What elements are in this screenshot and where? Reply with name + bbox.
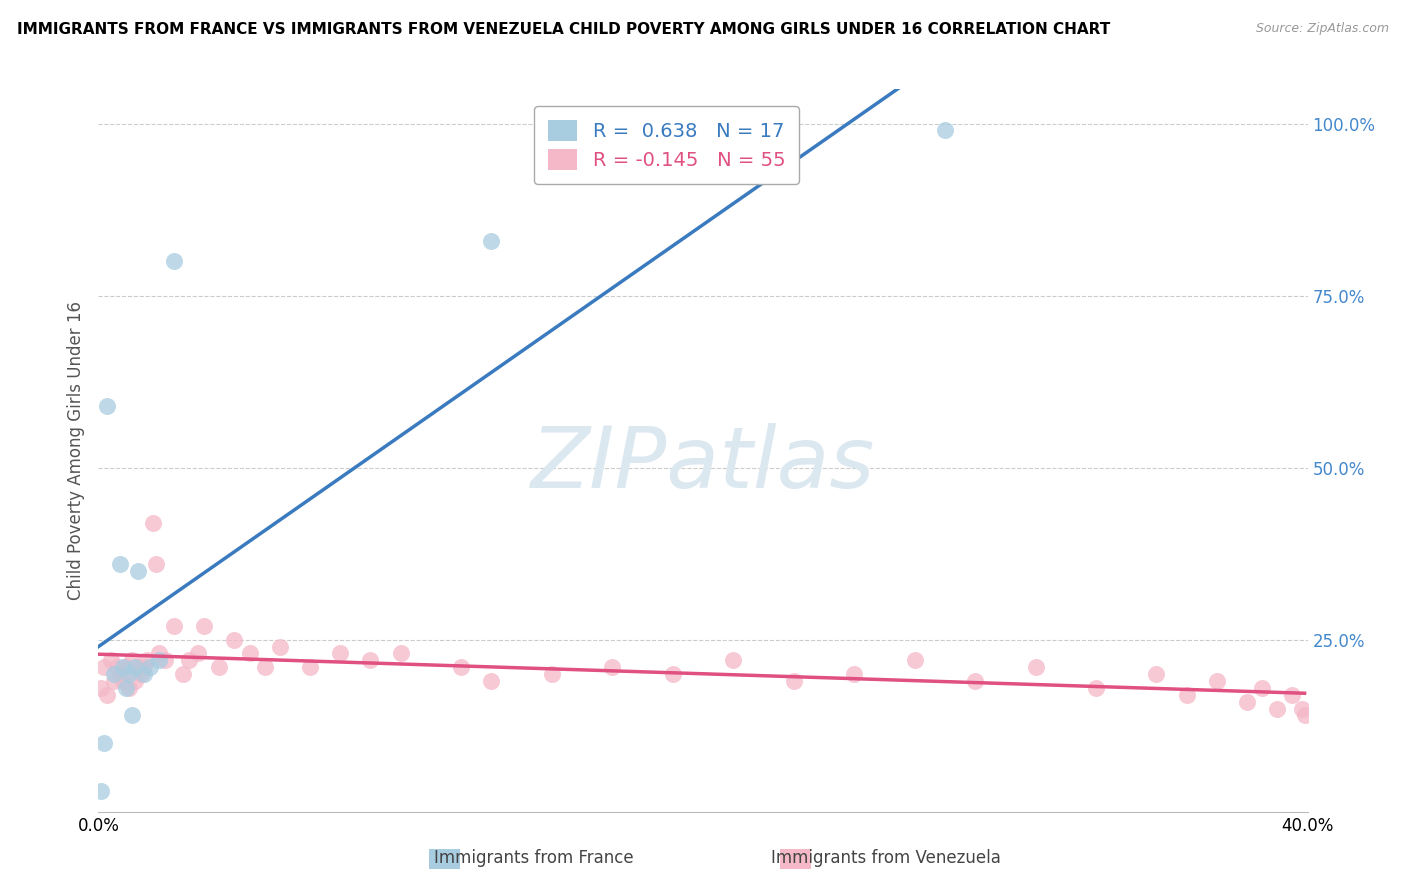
Point: [124, 673, 146, 688]
Point: [661, 667, 683, 681]
Point: [1085, 681, 1108, 695]
Point: [1251, 681, 1274, 695]
Point: [142, 516, 165, 530]
Point: [783, 673, 806, 688]
Point: [111, 660, 134, 674]
Point: [148, 653, 170, 667]
Text: Immigrants from Venezuela: Immigrants from Venezuela: [770, 849, 1001, 867]
Point: [118, 667, 141, 681]
Point: [96, 688, 118, 702]
Text: Immigrants from France: Immigrants from France: [434, 849, 634, 867]
Point: [93, 736, 115, 750]
Point: [329, 647, 352, 661]
Point: [103, 673, 125, 688]
Point: [135, 653, 157, 667]
Point: [1144, 667, 1167, 681]
Point: [93, 660, 115, 674]
Point: [253, 660, 276, 674]
Point: [1236, 695, 1258, 709]
Point: [965, 673, 987, 688]
Point: [1206, 673, 1229, 688]
Point: [450, 660, 472, 674]
Point: [723, 653, 745, 667]
Point: [481, 234, 503, 248]
Point: [172, 667, 194, 681]
Point: [121, 708, 143, 723]
Point: [844, 667, 866, 681]
Point: [179, 653, 201, 667]
Point: [132, 660, 155, 674]
Point: [208, 660, 231, 674]
Point: [105, 660, 128, 674]
Point: [904, 653, 927, 667]
Point: [90, 681, 112, 695]
Point: [540, 667, 562, 681]
Point: [108, 667, 131, 681]
Point: [481, 673, 503, 688]
Point: [1175, 688, 1198, 702]
Point: [129, 667, 152, 681]
Point: [1281, 688, 1303, 702]
Point: [602, 660, 624, 674]
Point: [132, 667, 155, 681]
Point: [163, 254, 186, 268]
Point: [90, 784, 112, 798]
Point: [239, 647, 262, 661]
Point: [1267, 701, 1289, 715]
Y-axis label: Child Poverty Among Girls Under 16: Child Poverty Among Girls Under 16: [66, 301, 84, 600]
Point: [108, 557, 131, 571]
Point: [1294, 708, 1316, 723]
Point: [127, 660, 149, 674]
Point: [269, 640, 291, 654]
Point: [114, 660, 136, 674]
Point: [187, 647, 209, 661]
Point: [139, 660, 162, 674]
Point: [111, 673, 134, 688]
Point: [114, 681, 136, 695]
Point: [193, 619, 215, 633]
Point: [96, 399, 118, 413]
Point: [148, 647, 170, 661]
Text: ZIPatlas: ZIPatlas: [531, 424, 875, 507]
Point: [127, 564, 149, 578]
Point: [121, 653, 143, 667]
Point: [163, 619, 186, 633]
Point: [103, 667, 125, 681]
Point: [360, 653, 382, 667]
Text: IMMIGRANTS FROM FRANCE VS IMMIGRANTS FROM VENEZUELA CHILD POVERTY AMONG GIRLS UN: IMMIGRANTS FROM FRANCE VS IMMIGRANTS FRO…: [17, 22, 1111, 37]
Point: [145, 557, 167, 571]
Point: [934, 123, 956, 137]
Legend: R =  0.638   N = 17, R = -0.145   N = 55: R = 0.638 N = 17, R = -0.145 N = 55: [534, 106, 799, 184]
Point: [100, 653, 122, 667]
Point: [153, 653, 176, 667]
Point: [1291, 701, 1313, 715]
Point: [118, 681, 141, 695]
Point: [1024, 660, 1046, 674]
Point: [389, 647, 412, 661]
Point: [124, 660, 146, 674]
Text: Source: ZipAtlas.com: Source: ZipAtlas.com: [1256, 22, 1389, 36]
Point: [299, 660, 322, 674]
Point: [224, 632, 246, 647]
